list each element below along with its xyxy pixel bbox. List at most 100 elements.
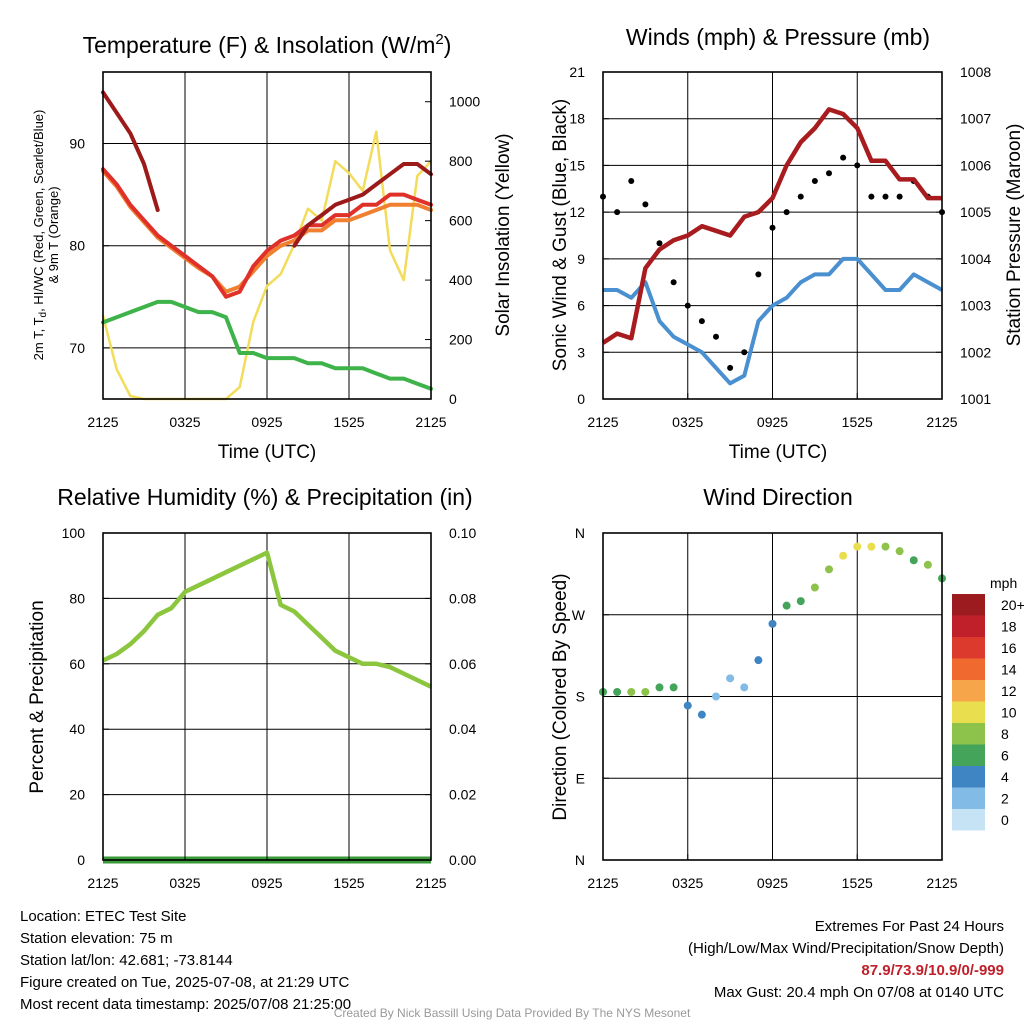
colorbar-swatch — [952, 809, 985, 831]
colorbar-label: 2 — [1001, 791, 1009, 807]
colorbar-swatch — [952, 658, 985, 680]
direction-point — [923, 560, 932, 569]
direction-point — [697, 710, 706, 719]
y2-tick-label: 1001 — [960, 391, 991, 407]
wind-ylabel-left: Sonic Wind & Gust (Blue, Black) — [550, 99, 571, 371]
gust-point — [684, 302, 691, 309]
y2-tick-label: 1008 — [960, 64, 991, 80]
station-latlon: Station lat/lon: 42.681; -73.8144 — [20, 952, 233, 969]
temperature-panel: Temperature (F) & Insolation (W/m2) 2125… — [31, 31, 514, 463]
wind-speed-series-line — [603, 256, 943, 386]
credit-line: Created By Nick Bassill Using Data Provi… — [333, 1006, 691, 1020]
gust-point — [840, 154, 847, 161]
extremes-info: Extremes For Past 24 Hours (High/Low/Max… — [688, 916, 1004, 1004]
wind-xlabel: Time (UTC) — [729, 442, 828, 463]
y2-tick-label: 1000 — [449, 94, 480, 110]
x-tick-label: 2125 — [926, 875, 957, 891]
dir-ylabel-left: Direction (Colored By Speed) — [550, 573, 571, 820]
pressure-series-line — [601, 107, 942, 345]
direction-point — [810, 583, 819, 592]
direction-point — [895, 547, 904, 556]
colorbar-swatch — [952, 723, 985, 745]
gust-point — [811, 178, 818, 184]
x-tick-label: 0325 — [672, 414, 703, 430]
figure-created: Figure created on Tue, 2025-07-08, at 21… — [20, 974, 350, 991]
temp-ylabel-left: 2m T, Td, HI/WC (Red, Green, Scarlet/Blu… — [31, 110, 49, 361]
rh-series-line — [102, 550, 432, 689]
temp-ylabel-right: Solar Insolation (Yellow) — [493, 133, 514, 336]
extremes-values: 87.9/73.9/10.9/0/-999 — [861, 962, 1004, 979]
gust-point — [797, 193, 804, 200]
gust-point — [614, 209, 621, 216]
colorbar-label: 0 — [1001, 812, 1009, 828]
gust-point — [670, 279, 677, 286]
x-tick-label: 2125 — [587, 414, 618, 430]
x-tick-label: 0925 — [757, 875, 788, 891]
colorbar-swatch — [952, 787, 985, 809]
gust-point — [741, 349, 748, 356]
gust-point — [826, 170, 832, 177]
x-tick-label: 2125 — [587, 875, 618, 891]
gust-point — [896, 193, 903, 200]
dewpoint-series-line — [101, 299, 433, 391]
x-tick-label: 2125 — [87, 875, 118, 891]
y-tick-label: 12 — [569, 204, 585, 220]
colorbar-label: 16 — [1001, 640, 1017, 656]
colorbar-swatch — [952, 680, 985, 702]
y-tick-label: 90 — [69, 136, 85, 152]
colorbar-label: 10 — [1001, 705, 1017, 721]
gust-point — [713, 333, 719, 340]
y-tick-label: 100 — [62, 525, 86, 541]
direction-point — [669, 683, 678, 692]
y-tick-label: 9 — [577, 251, 585, 267]
y-tick-label: 3 — [577, 344, 585, 360]
x-tick-label: 2125 — [87, 414, 118, 430]
direction-point — [853, 542, 862, 551]
direction-point — [839, 551, 848, 560]
direction-point — [782, 601, 791, 610]
colorbar-swatch — [952, 594, 985, 616]
y2-tick-label: 1004 — [960, 251, 991, 267]
y-tick-label: 80 — [69, 238, 85, 254]
y2-tick-label: 1005 — [960, 204, 991, 220]
wind-panel-title: Winds (mph) & Pressure (mb) — [626, 24, 930, 50]
colorbar-swatch — [952, 701, 985, 723]
gust-point — [656, 240, 663, 247]
y-tick-label: 20 — [69, 787, 85, 803]
direction-point — [909, 556, 918, 565]
colorbar-label: 8 — [1001, 726, 1009, 742]
x-tick-label: 1525 — [333, 875, 364, 891]
y2-tick-label: 0.00 — [449, 852, 476, 868]
y-tick-label: 70 — [69, 340, 85, 356]
y2-tick-label: 1003 — [960, 298, 991, 314]
direction-point — [881, 542, 890, 551]
station-location: Location: ETEC Test Site — [20, 908, 187, 925]
wind-ylabel-right: Station Pressure (Maroon) — [1004, 124, 1024, 347]
temp-xlabel: Time (UTC) — [218, 442, 317, 463]
direction-point — [726, 674, 735, 683]
station-elevation: Station elevation: 75 m — [20, 930, 173, 947]
y-tick-label: N — [575, 525, 585, 541]
y-tick-label: 40 — [69, 721, 85, 737]
direction-point — [613, 687, 622, 696]
x-tick-label: 1525 — [842, 414, 873, 430]
y2-tick-label: 1007 — [960, 111, 991, 127]
y-tick-label: S — [576, 689, 585, 705]
gust-point — [628, 178, 635, 184]
wind-direction-panel: Wind Direction 2125 0325 0925 1525 2125NESWN… — [550, 484, 1024, 891]
gust-point — [698, 318, 705, 325]
y2-tick-label: 0.08 — [449, 590, 476, 606]
colorbar-label: 6 — [1001, 748, 1009, 764]
gust-point — [783, 209, 790, 216]
heat-index-series-line — [101, 90, 433, 248]
y2-tick-label: 1006 — [960, 157, 991, 173]
direction-point — [655, 683, 664, 692]
recent-timestamp: Most recent data timestamp: 2025/07/08 2… — [20, 996, 352, 1013]
temp-ylabel-left-line2: & 9m T (Orange) — [46, 186, 61, 283]
gust-point — [854, 162, 861, 169]
rh-ylabel-left: Percent & Precipitation — [27, 600, 48, 793]
y-tick-label: 15 — [569, 157, 585, 173]
colorbar-label: 4 — [1001, 769, 1009, 785]
colorbar-label: 14 — [1001, 662, 1017, 678]
